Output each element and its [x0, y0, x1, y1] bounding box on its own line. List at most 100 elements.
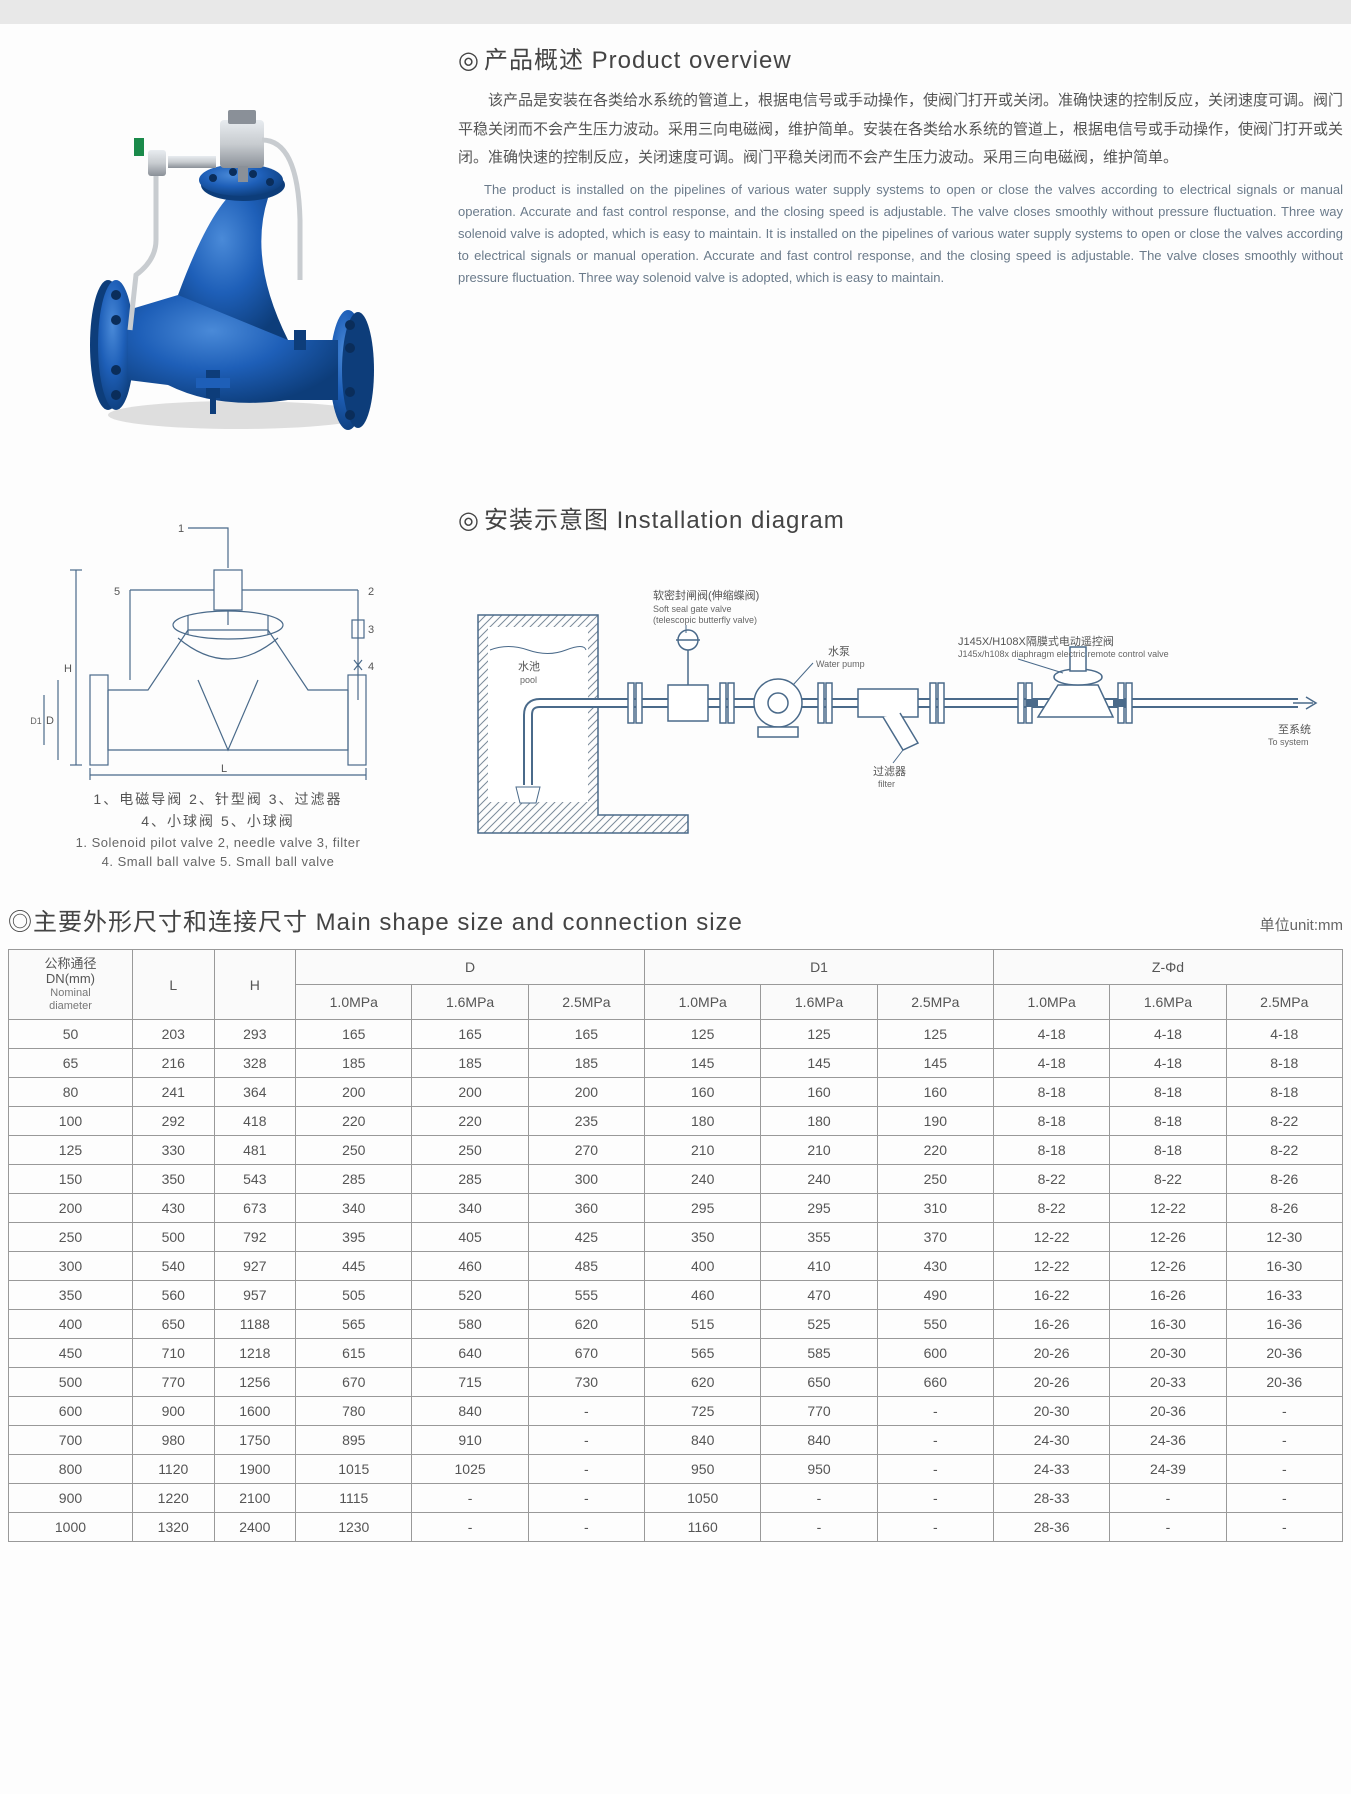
th-D1: D1: [645, 949, 994, 984]
svg-text:D: D: [46, 715, 54, 727]
table-cell: 160: [645, 1078, 761, 1107]
table-cell: 16-26: [1110, 1281, 1226, 1310]
table-cell: 185: [528, 1049, 644, 1078]
row-diagrams: 1 2 3 4 5: [8, 500, 1343, 872]
table-cell: 560: [132, 1281, 214, 1310]
table-cell: -: [528, 1455, 644, 1484]
table-cell: 840: [412, 1397, 528, 1426]
table-cell: 125: [9, 1136, 133, 1165]
th-Z-p3: 2.5MPa: [1226, 985, 1342, 1020]
table-cell: 550: [877, 1310, 993, 1339]
table-cell: 1120: [132, 1455, 214, 1484]
table-row: 802413642002002001601601608-188-188-18: [9, 1078, 1343, 1107]
table-cell: 220: [296, 1107, 412, 1136]
table-cell: 460: [412, 1252, 528, 1281]
top-bar: [0, 0, 1351, 24]
table-cell: 957: [214, 1281, 296, 1310]
svg-text:4: 4: [368, 661, 374, 673]
table-row: 2004306733403403602952953108-2212-228-26: [9, 1194, 1343, 1223]
table-cell: 600: [877, 1339, 993, 1368]
table-cell: 565: [296, 1310, 412, 1339]
svg-text:pool: pool: [520, 675, 537, 685]
table-cell: 330: [132, 1136, 214, 1165]
table-cell: 730: [528, 1368, 644, 1397]
svg-text:Water pump: Water pump: [816, 659, 865, 669]
th-D1-p2: 1.6MPa: [761, 985, 877, 1020]
table-cell: 615: [296, 1339, 412, 1368]
overview-cn: 该产品是安装在各类给水系统的管道上，根据电信号或手动操作，使阀门打开或关闭。准确…: [458, 87, 1343, 173]
svg-text:2: 2: [368, 586, 374, 598]
table-cell: 450: [9, 1339, 133, 1368]
install-col: 安装示意图 Installation diagram: [458, 500, 1343, 872]
th-nominal: 公称通径 DN(mm) Nominal diameter: [9, 949, 133, 1020]
install-diagram: 水池 pool 软密封闸阀(伸缩蝶阀) Soft seal gate valve…: [458, 555, 1338, 835]
table-cell: 145: [761, 1049, 877, 1078]
table-cell: 145: [877, 1049, 993, 1078]
table-cell: 210: [761, 1136, 877, 1165]
table-cell: 20-36: [1226, 1368, 1342, 1397]
svg-text:J145x/h108x diaphragm electric: J145x/h108x diaphragm electric remote co…: [958, 649, 1169, 659]
table-cell: 16-22: [993, 1281, 1109, 1310]
table-cell: 1050: [645, 1484, 761, 1513]
table-row: 1503505432852853002402402508-228-228-26: [9, 1165, 1343, 1194]
table-row: 900122021001115--1050--28-33--: [9, 1484, 1343, 1513]
table-cell: 8-18: [993, 1107, 1109, 1136]
th-Z-p2: 1.6MPa: [1110, 985, 1226, 1020]
svg-text:To system: To system: [1268, 737, 1309, 747]
table-cell: 8-22: [993, 1194, 1109, 1223]
table-heading-row: ◎主要外形尺寸和连接尺寸 Main shape size and connect…: [8, 902, 1343, 937]
table-cell: 670: [296, 1368, 412, 1397]
table-cell: 430: [132, 1194, 214, 1223]
table-cell: 125: [761, 1020, 877, 1049]
table-cell: 927: [214, 1252, 296, 1281]
table-cell: 1900: [214, 1455, 296, 1484]
table-cell: 295: [761, 1194, 877, 1223]
table-cell: 8-18: [993, 1078, 1109, 1107]
table-cell: 270: [528, 1136, 644, 1165]
table-cell: 250: [296, 1136, 412, 1165]
table-row: 1000132024001230--1160--28-36--: [9, 1513, 1343, 1542]
table-cell: -: [528, 1484, 644, 1513]
table-cell: 673: [214, 1194, 296, 1223]
table-cell: 293: [214, 1020, 296, 1049]
table-cell: 430: [877, 1252, 993, 1281]
table-cell: 165: [412, 1020, 528, 1049]
table-cell: 8-22: [1110, 1165, 1226, 1194]
table-cell: 310: [877, 1194, 993, 1223]
svg-text:filter: filter: [878, 779, 895, 789]
table-cell: 8-22: [993, 1165, 1109, 1194]
table-cell: 220: [877, 1136, 993, 1165]
table-cell: 285: [412, 1165, 528, 1194]
table-cell: 525: [761, 1310, 877, 1339]
spec-thead: 公称通径 DN(mm) Nominal diameter L H D D1 Z-…: [9, 949, 1343, 1020]
spec-tbody: 502032931651651651251251254-184-184-1865…: [9, 1020, 1343, 1542]
table-cell: 1025: [412, 1455, 528, 1484]
th-D-p1: 1.0MPa: [296, 985, 412, 1020]
table-cell: 20-26: [993, 1368, 1109, 1397]
table-cell: 660: [877, 1368, 993, 1397]
table-cell: 1600: [214, 1397, 296, 1426]
table-cell: -: [877, 1397, 993, 1426]
table-cell: 950: [645, 1455, 761, 1484]
table-cell: 16-33: [1226, 1281, 1342, 1310]
table-cell: 640: [412, 1339, 528, 1368]
table-cell: 670: [528, 1339, 644, 1368]
table-cell: 65: [9, 1049, 133, 1078]
table-cell: 50: [9, 1020, 133, 1049]
svg-text:1: 1: [178, 523, 184, 535]
spec-table: 公称通径 DN(mm) Nominal diameter L H D D1 Z-…: [8, 949, 1343, 1543]
overview-heading: 产品概述 Product overview: [458, 40, 1343, 75]
table-cell: 770: [761, 1397, 877, 1426]
table-cell: 2100: [214, 1484, 296, 1513]
table-cell: 710: [132, 1339, 214, 1368]
table-cell: 1230: [296, 1513, 412, 1542]
table-cell: 1115: [296, 1484, 412, 1513]
table-cell: -: [1226, 1397, 1342, 1426]
table-cell: 16-30: [1226, 1252, 1342, 1281]
table-cell: 200: [296, 1078, 412, 1107]
table-cell: 1256: [214, 1368, 296, 1397]
table-cell: 24-30: [993, 1426, 1109, 1455]
table-cell: -: [877, 1484, 993, 1513]
th-D-p2: 1.6MPa: [412, 985, 528, 1020]
table-cell: 185: [296, 1049, 412, 1078]
